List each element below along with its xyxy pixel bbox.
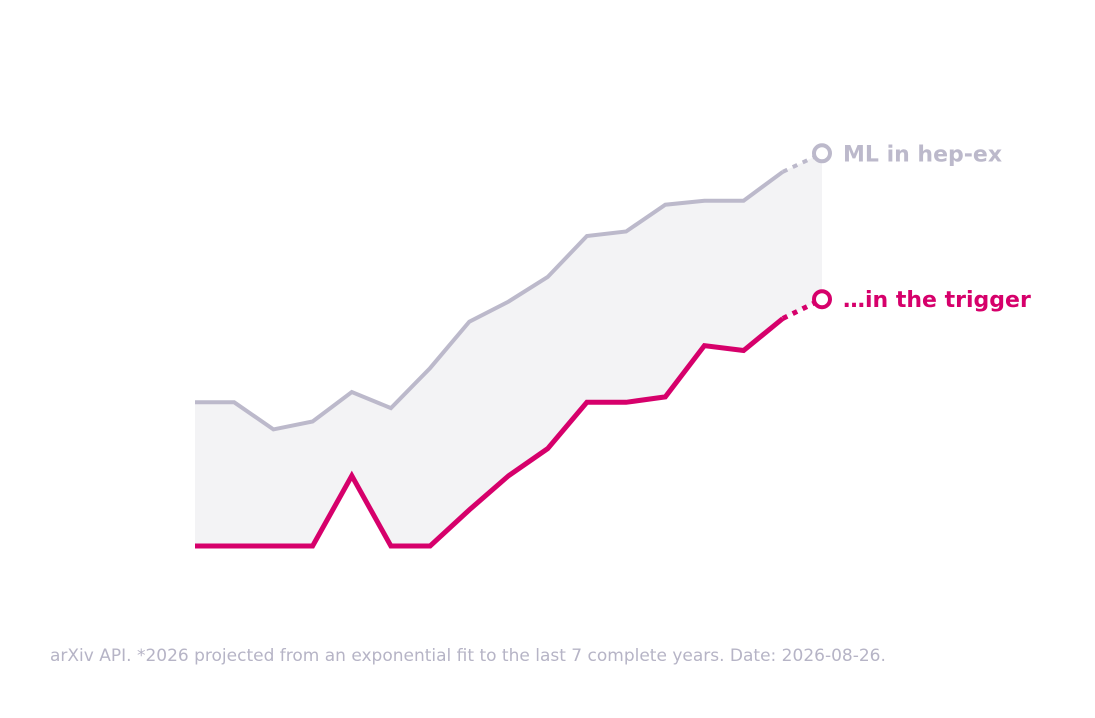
data-point	[390, 545, 392, 547]
data-point	[664, 396, 666, 398]
data-point	[429, 545, 431, 547]
data-point	[743, 350, 745, 352]
data-point	[312, 545, 314, 547]
series-labels: ML in hep-ex …in the trigger	[843, 142, 1031, 313]
data-point	[272, 545, 274, 547]
series-line-in-the-trigger	[195, 316, 785, 549]
data-point	[508, 301, 510, 303]
data-point	[547, 276, 549, 278]
data-point	[586, 235, 588, 237]
data-point	[547, 448, 549, 450]
data-point	[468, 321, 470, 323]
data-point	[782, 171, 784, 173]
data-point	[625, 401, 627, 403]
data-point	[743, 200, 745, 202]
data-point	[233, 401, 235, 403]
data-point	[390, 407, 392, 409]
data-point	[194, 401, 196, 403]
data-point	[586, 401, 588, 403]
data-point	[782, 318, 784, 320]
data-point	[468, 509, 470, 511]
projected-point-marker	[812, 289, 832, 310]
series-label-in-the-trigger: …in the trigger	[843, 288, 1031, 313]
data-point	[703, 200, 705, 202]
series-label-ml-in-hep-ex: ML in hep-ex	[843, 142, 1002, 167]
data-point	[194, 545, 196, 547]
source-note: arXiv API. *2026 projected from an expon…	[50, 646, 886, 666]
data-point	[312, 421, 314, 423]
data-point	[351, 391, 353, 393]
data-point	[351, 475, 353, 477]
data-point	[272, 428, 274, 430]
plot-area	[194, 143, 832, 549]
projected-point-marker	[812, 143, 832, 164]
data-point	[625, 231, 627, 233]
data-point	[664, 204, 666, 206]
series-line-ml-in-hep-ex	[195, 170, 784, 432]
data-point	[233, 545, 235, 547]
data-point	[703, 345, 705, 347]
gap-fill-area	[195, 153, 822, 547]
data-point	[429, 367, 431, 369]
data-point	[508, 475, 510, 477]
